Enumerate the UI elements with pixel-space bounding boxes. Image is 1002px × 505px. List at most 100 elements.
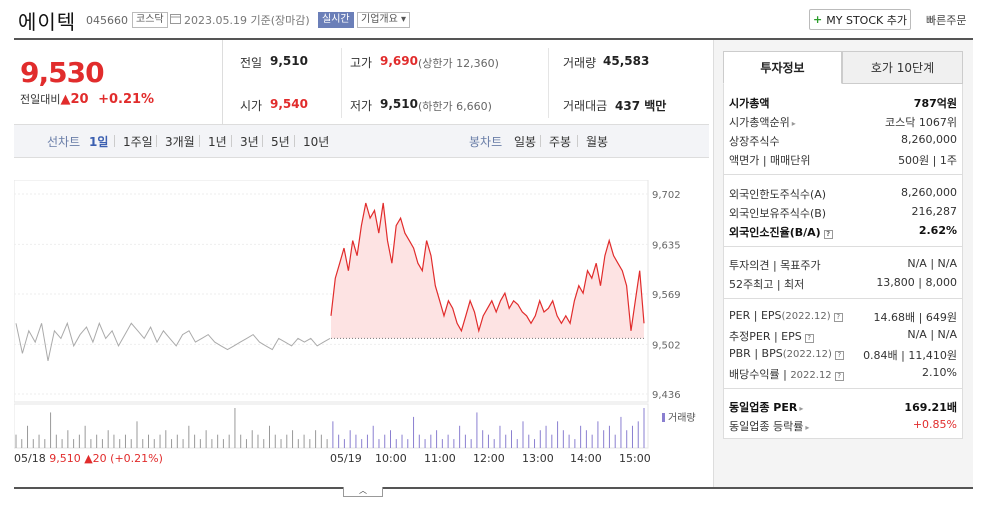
pbr-label: PBR	[729, 347, 751, 360]
info-row: 추정PER | EPS? N/A | N/A	[729, 328, 957, 345]
plus-icon: +	[813, 13, 823, 26]
calendar-icon	[170, 14, 181, 24]
volume-area	[14, 403, 649, 449]
high-value: 9,690	[380, 54, 418, 68]
today-price-line	[330, 202, 645, 334]
foreign-limit-value: 8,260,000	[901, 186, 957, 199]
stock-name: 에이텍	[18, 10, 77, 34]
volume-legend-label: 거래량	[668, 413, 696, 424]
low-label: 저가	[350, 99, 373, 113]
help-icon[interactable]: ?	[804, 334, 814, 343]
sector-rate-text: 동일업종 등락률	[729, 420, 804, 433]
x-tick-label: 05/19	[330, 452, 362, 465]
caret-right-icon: ▸	[805, 423, 810, 432]
help-icon[interactable]: ?	[833, 313, 843, 322]
divider	[262, 135, 263, 147]
tab-5year[interactable]: 5년	[271, 135, 290, 149]
tab-daily-candle[interactable]: 일봉	[514, 135, 537, 149]
info-row: PER | EPS(2022.12)? 14.68배 | 649원	[729, 309, 957, 326]
eps-value: 649원	[925, 311, 957, 324]
amount-value: 437 백만	[615, 99, 667, 113]
price-change: 전일대비▲20 +0.21%	[20, 91, 154, 107]
current-price: 9,530	[20, 56, 105, 89]
info-row[interactable]: 동일업종 등락률 ▸ +0.85%	[729, 418, 957, 435]
market-cap-rank-text: 시가총액순위	[729, 116, 790, 129]
per-value: 14.68배	[873, 311, 916, 324]
upper-limit: (상한가 12,360)	[418, 57, 499, 70]
prev-day-change: ▲20	[84, 452, 107, 465]
tab-invest-info[interactable]: 투자정보	[723, 51, 842, 84]
info-row[interactable]: 시가총액순위 ▸ 코스닥 1067위	[729, 114, 957, 131]
per-eps-value: 14.68배 | 649원	[873, 311, 957, 324]
pbr-bps-value: 0.84배 | 11,410원	[863, 349, 957, 362]
divider	[199, 135, 200, 147]
price-chart[interactable]: 9,702 9,635 9,569 9,502 9,436	[14, 180, 704, 470]
x-tick-label: 10:00	[375, 452, 407, 465]
volume-legend: 거래량	[662, 409, 696, 424]
dividend-year: 2022.12	[790, 370, 832, 381]
bps-value: 11,410원	[908, 349, 957, 362]
prev-close-value: 9,510	[270, 54, 308, 68]
change-value: 20	[70, 92, 89, 107]
y-tick-label: 9,635	[652, 240, 681, 251]
open-label: 시가	[240, 99, 263, 113]
tab-3year[interactable]: 3년	[240, 135, 259, 149]
help-icon[interactable]: ?	[834, 351, 844, 360]
x-tick-label: 12:00	[473, 452, 505, 465]
x-tick-label: 11:00	[424, 452, 456, 465]
info-row: 배당수익률 | 2022.12? 2.10%	[729, 366, 957, 383]
per-eps-label: PER | EPS(2022.12)?	[729, 309, 843, 322]
line-chart-label: 선차트	[47, 135, 81, 149]
divider	[723, 246, 963, 247]
eps-year: (2022.12)	[781, 311, 831, 322]
company-overview-label: 기업개요	[361, 14, 398, 25]
opinion-label: 투자의견 | 목표주가	[729, 259, 821, 272]
caret-right-icon: ▸	[799, 404, 804, 413]
help-icon[interactable]: ?	[823, 230, 833, 239]
bps-label: BPS	[761, 347, 783, 360]
opinion-value: N/A | N/A	[907, 257, 957, 270]
realtime-button[interactable]: 실시간	[318, 12, 354, 28]
market-cap-rank-label[interactable]: 시가총액순위 ▸	[729, 114, 796, 130]
dividend-label-text: 배당수익률	[729, 368, 780, 381]
today-price-area	[331, 203, 644, 339]
info-row[interactable]: 동일업종 PER ▸ 169.21배	[729, 399, 957, 416]
change-pct: +0.21%	[98, 92, 155, 107]
divider	[156, 135, 157, 147]
prev-day-label: 05/18 9,510 ▲20 (+0.21%)	[14, 452, 163, 465]
est-eps-label: EPS	[781, 330, 802, 343]
stock-code: 045660	[86, 14, 128, 27]
sector-per-label: 동일업종 PER ▸	[729, 399, 803, 415]
caret-right-icon: ▸	[791, 119, 796, 128]
foreign-hold-value: 216,287	[911, 205, 958, 218]
tab-weekly-candle[interactable]: 주봉	[549, 135, 572, 149]
tab-monthly-candle[interactable]: 월봉	[586, 135, 609, 149]
info-row: 외국인한도주식수(A) 8,260,000	[729, 186, 957, 203]
collapse-button[interactable]: ︿	[343, 487, 383, 497]
y-tick-label: 9,702	[652, 190, 681, 201]
divider	[294, 135, 295, 147]
tab-1week[interactable]: 1주일	[123, 135, 153, 149]
tab-orderbook[interactable]: 호가 10단계	[842, 51, 963, 84]
est-eps-value: N/A	[937, 328, 957, 341]
tab-1day[interactable]: 1일	[89, 135, 109, 149]
divider	[577, 135, 578, 147]
info-row: 상장주식수 8,260,000	[729, 133, 957, 150]
x-tick-label: 13:00	[522, 452, 554, 465]
divider	[548, 48, 549, 118]
quick-order-link[interactable]: 빠른주문	[926, 14, 967, 27]
my-stock-add-button[interactable]: + MY STOCK 추가	[809, 9, 911, 30]
tab-10year[interactable]: 10년	[303, 135, 330, 149]
divider	[540, 135, 541, 147]
info-row: 외국인보유주식수(B) 216,287	[729, 205, 957, 222]
est-per-value: N/A	[907, 328, 927, 341]
tab-1year[interactable]: 1년	[208, 135, 227, 149]
sector-per-value: 169.21배	[904, 401, 957, 414]
foreign-ratio-text: 외국인소진율(B/A)	[729, 226, 821, 239]
tab-3month[interactable]: 3개월	[165, 135, 195, 149]
divider	[222, 40, 223, 124]
company-overview-dropdown[interactable]: 기업개요 ▾	[357, 12, 411, 28]
help-icon[interactable]: ?	[834, 372, 844, 381]
chevron-down-icon: ▾	[401, 14, 407, 25]
market-cap-label: 시가총액	[729, 97, 770, 110]
